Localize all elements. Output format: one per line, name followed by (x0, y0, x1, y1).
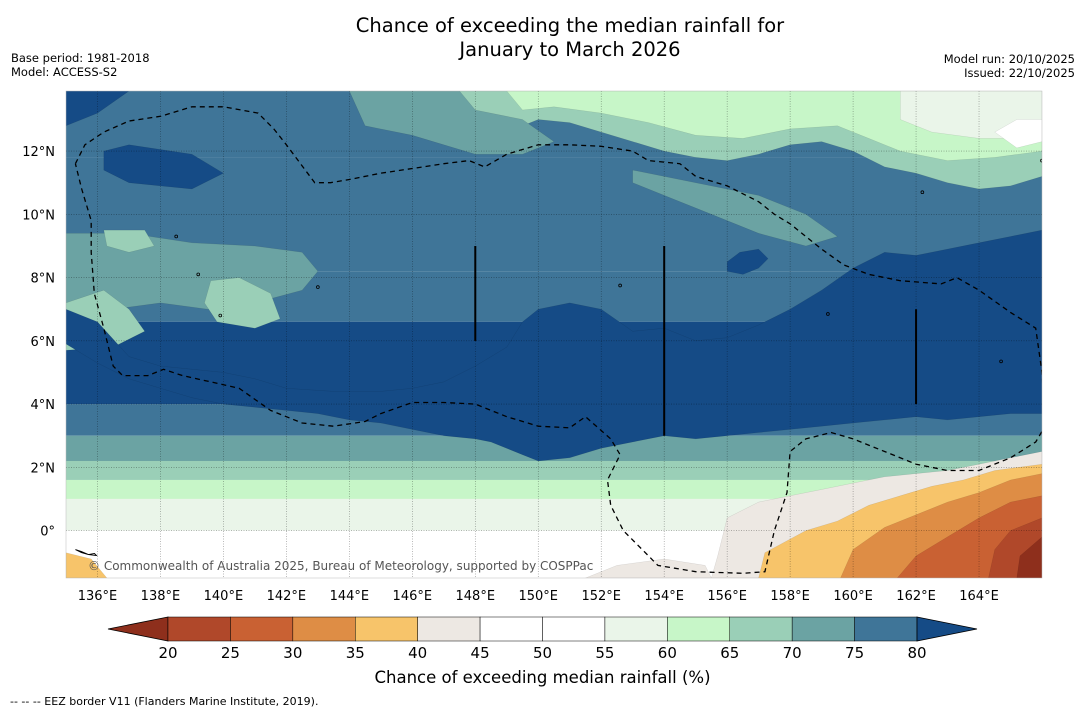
colorbar-segment-35 (355, 616, 418, 642)
colorbar-segment-45 (479, 616, 543, 642)
contour-bands (66, 91, 1042, 578)
band-s-40 (585, 558, 712, 578)
colorbar-label-25: 25 (221, 644, 240, 662)
island-marks (75, 158, 1042, 557)
x-tick-label-152: 152°E (581, 589, 621, 604)
y-tick-label-0: 0° (40, 525, 55, 540)
copyright-text: © Commonwealth of Australia 2025, Bureau… (88, 559, 593, 573)
lat-band-6 (66, 460, 1042, 480)
map-frame (65, 90, 1043, 579)
island-dot-8 (316, 285, 320, 289)
island-dot-0 (826, 312, 830, 316)
colorbar: 20 25 30 35 40 45 50 55 60 65 70 75 80 (107, 616, 978, 662)
forecast-map: © Commonwealth of Australia 2025, Bureau… (66, 91, 1042, 578)
meta-left: Base period: 1981-2018 Model: ACCESS-S2 (11, 51, 150, 79)
colorbar-label-30: 30 (283, 644, 302, 662)
x-tick-label-140: 140°E (204, 589, 244, 604)
band-sw-35 (66, 552, 108, 578)
island-dot-3 (196, 272, 201, 277)
contour-band-2 (66, 229, 1042, 462)
y-tick-label-10: 10°N (22, 208, 55, 223)
map-title: Chance of exceeding the median rainfall … (0, 14, 1085, 62)
x-tick-label-158: 158°E (770, 589, 810, 604)
colorbar-label-75: 75 (845, 644, 864, 662)
x-tick-label-160: 160°E (833, 589, 873, 604)
model-text: Model: ACCESS-S2 (11, 65, 118, 79)
band-north-45 (994, 119, 1042, 149)
x-tick-label-162: 162°E (896, 589, 936, 604)
colorbar-label-65: 65 (720, 644, 739, 662)
y-tick-label-6: 6°N (31, 335, 56, 350)
eez-footnote: -- -- -- EEZ border V11 (Flanders Marine… (10, 695, 319, 708)
x-tick-label-146: 146°E (393, 589, 433, 604)
contour-band-3 (726, 248, 769, 275)
x-tick-label-156: 156°E (707, 589, 747, 604)
y-tick-label-4: 4°N (31, 398, 56, 413)
lat-band-7 (66, 479, 1042, 499)
island-dot-5 (920, 190, 925, 194)
colorbar-segment-60 (667, 616, 730, 642)
colorbar-segment-65 (729, 616, 793, 642)
colorbar-label-55: 55 (595, 644, 614, 662)
colorbar-label-80: 80 (907, 644, 926, 662)
x-tick-label-138: 138°E (141, 589, 181, 604)
latitude-ticks: 0° 2°N 4°N 6°N 8°N 10°N 12°N (22, 145, 55, 539)
colorbar-label-70: 70 (783, 644, 802, 662)
eez-border (74, 106, 1042, 574)
band-west-65c (103, 229, 155, 253)
meta-right: Model run: 20/10/2025 Issued: 22/10/2025 (944, 52, 1075, 80)
contour-band-1 (103, 144, 224, 190)
colorbar-segment-75 (854, 616, 918, 642)
colorbar-segment-40 (417, 616, 481, 642)
x-tick-label-136: 136°E (78, 589, 118, 604)
y-tick-label-8: 8°N (31, 272, 56, 287)
title-line-1: Chance of exceeding the median rainfall … (355, 14, 785, 37)
colorbar-under-arrow (107, 616, 169, 642)
island-dot-7 (218, 313, 223, 318)
band-mid-70 (632, 169, 838, 247)
band-west-65b (204, 277, 281, 329)
colorbar-label-20: 20 (158, 644, 177, 662)
colorbar-label-50: 50 (533, 644, 552, 662)
colorbar-label-60: 60 (658, 644, 677, 662)
y-tick-label-12: 12°N (22, 145, 55, 160)
model-run-text: Model run: 20/10/2025 (943, 52, 1075, 66)
colorbar-label-40: 40 (408, 644, 427, 662)
x-tick-label-142: 142°E (267, 589, 307, 604)
colorbar-label-45: 45 (471, 644, 490, 662)
colorbar-segment-20 (167, 616, 231, 642)
issued-text: Issued: 22/10/2025 (964, 66, 1075, 80)
contour-band-0 (66, 91, 130, 127)
x-tick-label-148: 148°E (456, 589, 496, 604)
colorbar-segment-25 (230, 616, 294, 642)
longitude-ticks: 136°E 138°E 140°E 142°E 144°E 146°E 148°E 150°E… (78, 589, 999, 604)
colorbar-segment-30 (292, 616, 356, 642)
coastline-island (75, 549, 98, 557)
colorbar-segment-50 (542, 616, 606, 642)
x-tick-label-164: 164°E (959, 589, 999, 604)
x-tick-label-154: 154°E (644, 589, 684, 604)
base-period-text: Base period: 1981-2018 (11, 51, 150, 65)
x-tick-label-144: 144°E (330, 589, 370, 604)
y-tick-label-2: 2°N (31, 461, 56, 476)
colorbar-over-arrow (916, 616, 978, 642)
colorbar-segment-70 (791, 616, 855, 642)
island-dot-1 (618, 283, 622, 288)
band-south-15 (1016, 536, 1042, 578)
title-line-2: January to March 2026 (459, 38, 681, 61)
band-north-70 (349, 91, 555, 155)
island-dot-4 (174, 234, 178, 239)
colorbar-segment-55 (604, 616, 668, 642)
island-dot-2 (999, 359, 1003, 364)
colorbar-label-35: 35 (346, 644, 365, 662)
x-tick-label-150: 150°E (518, 589, 558, 604)
colorbar-title: Chance of exceeding median rainfall (%) (374, 668, 711, 687)
